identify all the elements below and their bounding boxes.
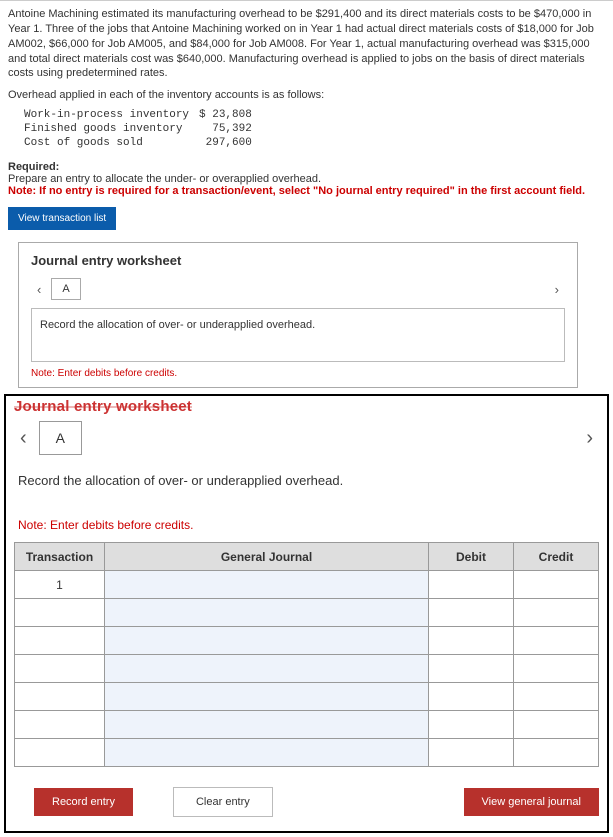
general-journal-cell[interactable] bbox=[105, 571, 429, 599]
tab-strip: ‹ A › bbox=[31, 278, 565, 300]
credit-cell[interactable] bbox=[514, 739, 599, 767]
debit-cell[interactable] bbox=[429, 571, 514, 599]
tab-a[interactable]: A bbox=[51, 278, 80, 300]
col-header-transaction: Transaction bbox=[15, 543, 105, 571]
table-row bbox=[15, 739, 599, 767]
debit-cell[interactable] bbox=[429, 711, 514, 739]
transaction-cell bbox=[15, 683, 105, 711]
account-amount: 75,392 bbox=[195, 123, 256, 135]
transaction-cell bbox=[15, 599, 105, 627]
table-row: 1 bbox=[15, 571, 599, 599]
table-row bbox=[15, 683, 599, 711]
general-journal-cell[interactable] bbox=[105, 739, 429, 767]
credit-cell[interactable] bbox=[514, 683, 599, 711]
chevron-left-icon[interactable]: ‹ bbox=[14, 427, 33, 450]
debit-cell[interactable] bbox=[429, 599, 514, 627]
debit-cell[interactable] bbox=[429, 683, 514, 711]
chevron-right-icon[interactable]: › bbox=[549, 282, 565, 297]
chevron-right-icon[interactable]: › bbox=[580, 427, 599, 450]
transaction-cell bbox=[15, 739, 105, 767]
required-block: Required: Prepare an entry to allocate t… bbox=[8, 161, 605, 197]
general-journal-cell[interactable] bbox=[105, 655, 429, 683]
general-journal-cell[interactable] bbox=[105, 683, 429, 711]
debit-cell[interactable] bbox=[429, 655, 514, 683]
table-row bbox=[15, 599, 599, 627]
journal-worksheet-small: Journal entry worksheet ‹ A › Record the… bbox=[18, 242, 578, 388]
account-label: Finished goods inventory bbox=[20, 123, 193, 135]
col-header-general-journal: General Journal bbox=[105, 543, 429, 571]
general-journal-cell[interactable] bbox=[105, 599, 429, 627]
overhead-applied-heading: Overhead applied in each of the inventor… bbox=[8, 89, 605, 101]
journal-entry-table: Transaction General Journal Debit Credit… bbox=[14, 542, 599, 767]
credit-cell[interactable] bbox=[514, 655, 599, 683]
transaction-cell bbox=[15, 711, 105, 739]
instruction-text: Record the allocation of over- or undera… bbox=[40, 319, 315, 331]
instruction-text: Record the allocation of over- or undera… bbox=[18, 473, 595, 488]
general-journal-cell[interactable] bbox=[105, 627, 429, 655]
transaction-cell bbox=[15, 655, 105, 683]
overhead-accounts-table: Work-in-process inventory $ 23,808 Finis… bbox=[18, 107, 258, 151]
general-journal-cell[interactable] bbox=[105, 711, 429, 739]
col-header-debit: Debit bbox=[429, 543, 514, 571]
required-line: Prepare an entry to allocate the under- … bbox=[8, 173, 605, 185]
tab-a[interactable]: A bbox=[39, 421, 82, 455]
problem-section: Antoine Machining estimated its manufact… bbox=[0, 0, 613, 230]
problem-paragraph: Antoine Machining estimated its manufact… bbox=[8, 7, 605, 81]
transaction-cell bbox=[15, 627, 105, 655]
journal-worksheet-large: Journal entry worksheet ‹ A › Record the… bbox=[4, 394, 609, 833]
transaction-cell: 1 bbox=[15, 571, 105, 599]
table-row bbox=[15, 655, 599, 683]
journal-tbody: 1 bbox=[15, 571, 599, 767]
clear-entry-button[interactable]: Clear entry bbox=[173, 787, 273, 817]
table-row: Work-in-process inventory $ 23,808 bbox=[20, 109, 256, 121]
account-amount: 297,600 bbox=[195, 137, 256, 149]
bottom-button-row: Record entry Clear entry View general jo… bbox=[14, 787, 599, 817]
required-title: Required: bbox=[8, 161, 605, 173]
credit-cell[interactable] bbox=[514, 571, 599, 599]
view-transaction-list-button[interactable]: View transaction list bbox=[8, 207, 116, 230]
table-row bbox=[15, 627, 599, 655]
credit-cell[interactable] bbox=[514, 627, 599, 655]
account-amount: $ 23,808 bbox=[195, 109, 256, 121]
col-header-credit: Credit bbox=[514, 543, 599, 571]
debits-before-credits-note: Note: Enter debits before credits. bbox=[18, 518, 595, 532]
chevron-left-icon[interactable]: ‹ bbox=[31, 282, 47, 297]
account-label: Cost of goods sold bbox=[20, 137, 193, 149]
table-row bbox=[15, 711, 599, 739]
table-row: Finished goods inventory 75,392 bbox=[20, 123, 256, 135]
record-entry-button[interactable]: Record entry bbox=[34, 788, 133, 816]
table-row: Cost of goods sold 297,600 bbox=[20, 137, 256, 149]
credit-cell[interactable] bbox=[514, 599, 599, 627]
view-general-journal-button[interactable]: View general journal bbox=[464, 788, 599, 816]
worksheet-title-struck: Journal entry worksheet bbox=[14, 398, 599, 415]
instruction-box: Record the allocation of over- or undera… bbox=[31, 308, 565, 362]
tab-strip-large: ‹ A › bbox=[14, 421, 599, 455]
worksheet-title: Journal entry worksheet bbox=[31, 253, 565, 268]
debit-cell[interactable] bbox=[429, 739, 514, 767]
required-note: Note: If no entry is required for a tran… bbox=[8, 185, 605, 197]
debit-cell[interactable] bbox=[429, 627, 514, 655]
debits-before-credits-note: Note: Enter debits before credits. bbox=[31, 368, 565, 379]
credit-cell[interactable] bbox=[514, 711, 599, 739]
account-label: Work-in-process inventory bbox=[20, 109, 193, 121]
